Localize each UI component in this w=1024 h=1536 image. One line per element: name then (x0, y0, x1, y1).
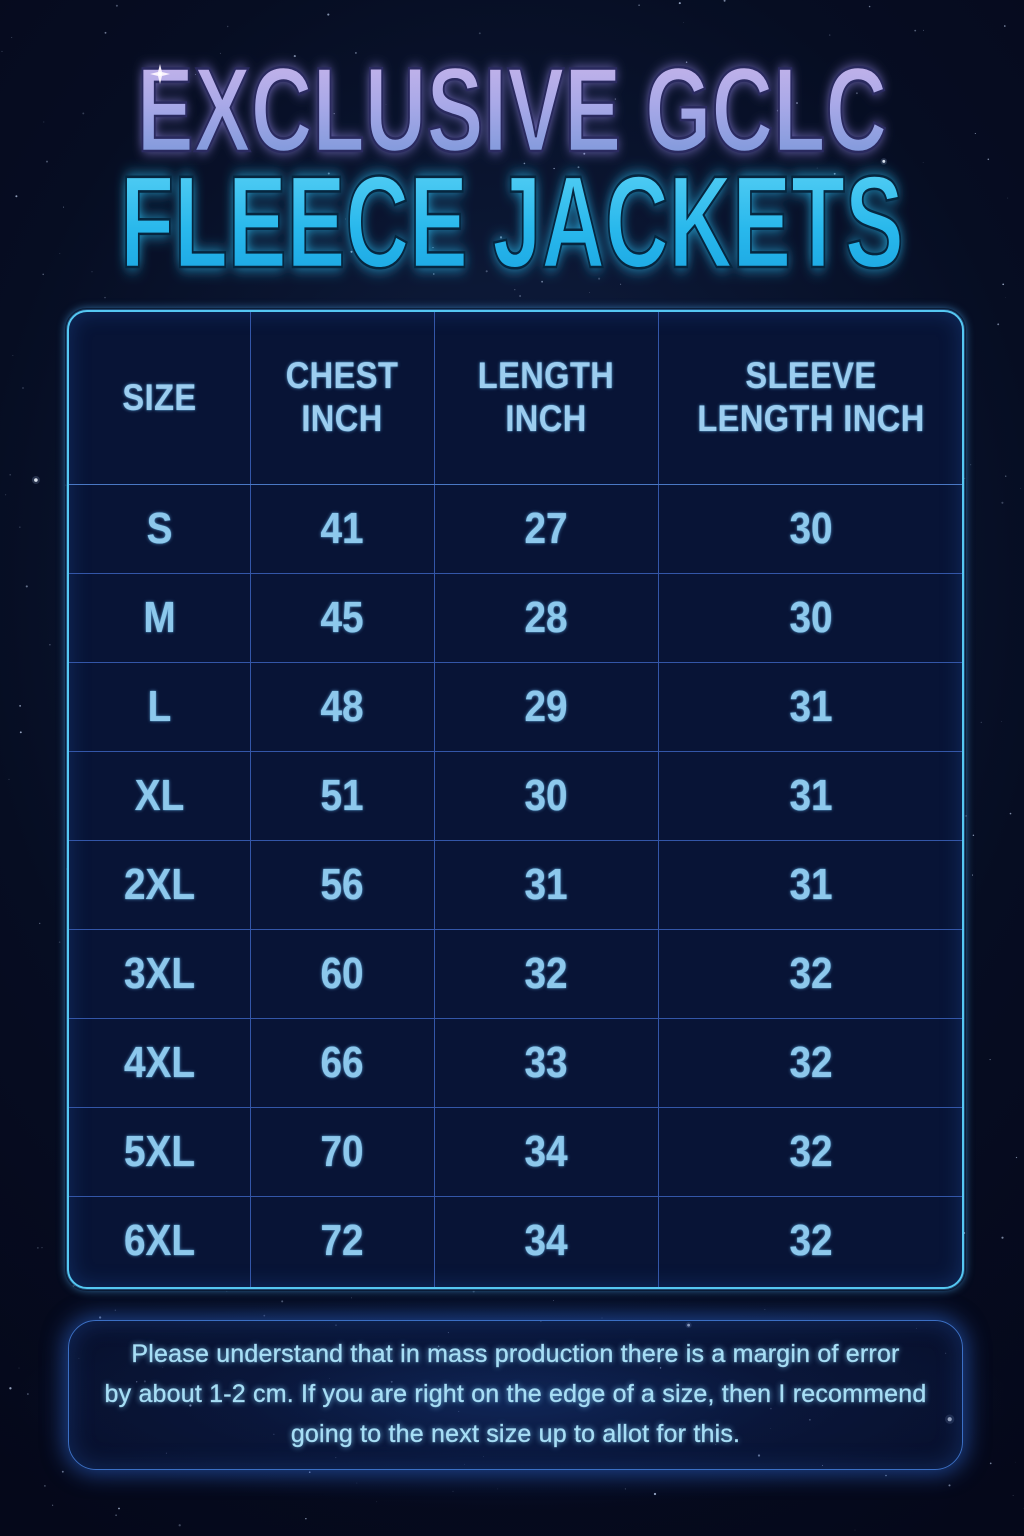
svg-text:FLEECE JACKETS: FLEECE JACKETS (120, 148, 904, 295)
